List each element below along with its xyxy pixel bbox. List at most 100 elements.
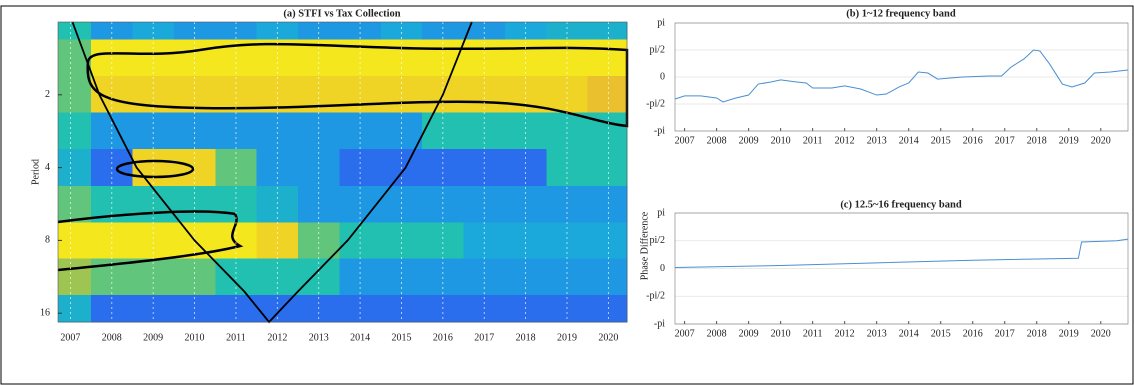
- heat-cell: [587, 258, 628, 296]
- y-tick-label: 0: [660, 71, 665, 82]
- x-tick-label: 2011: [803, 135, 823, 146]
- x-tick-label: 2007: [60, 332, 80, 343]
- y-axis-label: Period: [30, 159, 41, 185]
- x-tick-label: 2011: [226, 332, 246, 343]
- y-tick-label: -pi/2: [646, 291, 665, 302]
- x-tick-label: 2019: [1059, 328, 1079, 339]
- x-tick-label: 2009: [143, 332, 163, 343]
- y-tick-label: 2: [45, 89, 50, 100]
- x-tick-label: 2008: [102, 332, 122, 343]
- x-tick-label: 2010: [185, 332, 205, 343]
- x-tick-label: 2020: [1091, 328, 1111, 339]
- x-tick-label: 2008: [707, 328, 727, 339]
- x-tick-label: 2010: [771, 328, 791, 339]
- heat-cell: [587, 186, 628, 224]
- x-tick-label: 2017: [474, 332, 494, 343]
- contour: [57, 210, 244, 272]
- heatmap-cells: [58, 22, 628, 323]
- x-tick-label: 2015: [391, 332, 411, 343]
- y-tick-label: 8: [45, 235, 50, 246]
- x-tick-label: 2014: [350, 332, 370, 343]
- heat-cell: [256, 22, 299, 41]
- x-tick-label: 2016: [433, 332, 453, 343]
- heat-cell: [587, 222, 628, 260]
- x-tick-label: 2015: [931, 328, 951, 339]
- line: [674, 49, 1129, 103]
- x-tick-label: 2016: [963, 328, 983, 339]
- y-tick-label: 0: [660, 263, 665, 274]
- heat-cell: [380, 22, 423, 41]
- plot-frame: [674, 22, 1129, 132]
- contour: [115, 159, 195, 179]
- y-tick-label: -pi: [654, 125, 665, 136]
- x-tick-label: 2012: [835, 135, 855, 146]
- x-tick-label: 2019: [557, 332, 577, 343]
- heat-cell: [504, 22, 547, 41]
- x-tick-label: 2018: [1027, 135, 1047, 146]
- y-tick-label: 16: [40, 307, 50, 318]
- heat-cell: [132, 22, 175, 41]
- heat-cell: [587, 148, 628, 187]
- heat-cell: [58, 258, 92, 296]
- heat-cell: [58, 186, 92, 224]
- x-tick-label: 2016: [963, 135, 983, 146]
- plot-frame: [674, 212, 1129, 325]
- x-tick-label: 2012: [267, 332, 287, 343]
- heat-cell: [339, 22, 382, 41]
- chart-title: (b) 1~12 frequency band: [846, 8, 956, 19]
- x-tick-label: 2013: [867, 328, 887, 339]
- y-tick-label: 4: [45, 162, 50, 173]
- x-tick-label: 2013: [867, 135, 887, 146]
- heat-cell: [173, 22, 216, 41]
- chart-title: (c) 12.5~16 frequency band: [840, 199, 962, 210]
- x-tick-label: 2018: [1027, 328, 1047, 339]
- heat-cell: [58, 76, 92, 114]
- y-tick-label: -pi/2: [646, 98, 665, 109]
- x-tick-label: 2012: [835, 328, 855, 339]
- x-tick-label: 2007: [675, 328, 695, 339]
- x-tick-label: 2009: [739, 135, 759, 146]
- heat-cell: [215, 22, 258, 41]
- heat-cell: [58, 112, 92, 150]
- chart-title: (a) STFI vs Tax Collection: [283, 8, 400, 19]
- y-tick-label: -pi: [654, 318, 665, 329]
- x-tick-label: 2018: [516, 332, 536, 343]
- y-tick-label: pi/2: [649, 44, 665, 55]
- heat-cell: [58, 222, 92, 260]
- y-tick-label: pi: [657, 17, 665, 28]
- heat-cell: [58, 148, 92, 187]
- frame: [0, 5, 1134, 385]
- x-tick-label: 2008: [707, 135, 727, 146]
- x-tick-label: 2017: [995, 328, 1015, 339]
- x-tick-label: 2013: [309, 332, 329, 343]
- x-tick-label: 2009: [739, 328, 759, 339]
- heat-cell: [587, 22, 628, 41]
- heat-cell: [546, 22, 589, 41]
- x-tick-label: 2007: [675, 135, 695, 146]
- x-tick-label: 2020: [1091, 135, 1111, 146]
- heat-cell: [587, 294, 628, 323]
- heat-cell: [58, 294, 92, 323]
- x-tick-label: 2014: [899, 328, 919, 339]
- plot-frame: [57, 21, 628, 323]
- heat-cell: [298, 22, 340, 41]
- heat-cell: [422, 22, 465, 41]
- y-axis-label: Phase Difference: [639, 211, 650, 280]
- line: [674, 238, 1129, 268]
- x-tick-label: 2020: [598, 332, 618, 343]
- heat-cell: [587, 76, 628, 114]
- x-tick-label: 2015: [931, 135, 951, 146]
- y-tick-label: pi: [657, 207, 665, 218]
- x-tick-label: 2011: [803, 328, 823, 339]
- heat-cell: [58, 22, 92, 41]
- heat-cell: [463, 22, 506, 41]
- heat-cell: [91, 22, 134, 41]
- heat-cell: [587, 112, 628, 150]
- x-tick-label: 2017: [995, 135, 1015, 146]
- heat-cell: [587, 39, 628, 77]
- x-tick-label: 2019: [1059, 135, 1079, 146]
- x-tick-label: 2014: [899, 135, 919, 146]
- y-tick-label: pi/2: [649, 235, 665, 246]
- x-tick-label: 2010: [771, 135, 791, 146]
